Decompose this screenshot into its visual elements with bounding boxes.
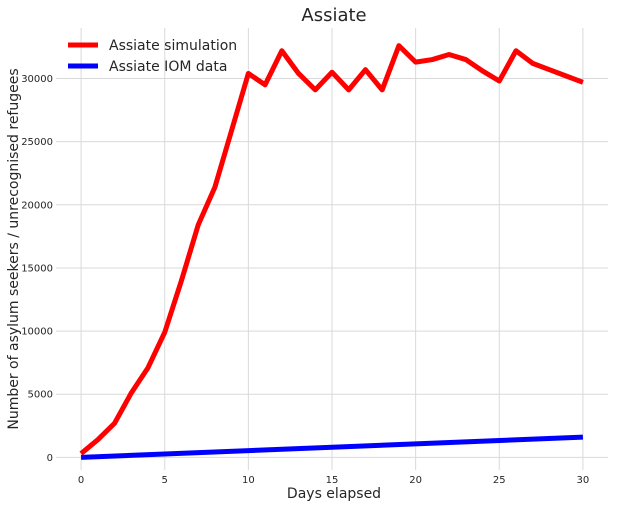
series-line-simulation (79, 43, 584, 456)
y-tick-label: 10000 (21, 327, 53, 338)
grid (56, 28, 608, 470)
legend-label: Assiate IOM data (109, 59, 227, 75)
y-tick-label: 25000 (21, 137, 53, 148)
series-line-iom-data (80, 434, 584, 460)
legend-label: Assiate simulation (109, 38, 237, 54)
x-tick-label: 30 (577, 475, 590, 486)
x-tick-label: 20 (409, 475, 422, 486)
y-tick-label: 0 (47, 453, 53, 464)
y-tick-label: 20000 (21, 200, 53, 211)
y-tick-label: 15000 (21, 263, 53, 274)
y-tick-label: 30000 (21, 74, 53, 85)
x-axis-title: Days elapsed (287, 486, 381, 502)
x-tick-label: 0 (78, 475, 84, 486)
x-tick-label: 10 (242, 475, 255, 486)
chart-title: Assiate (301, 5, 366, 26)
y-axis-title: Number of asylum seekers / unrecognised … (6, 68, 22, 429)
y-tick-label: 5000 (28, 390, 53, 401)
x-tick-labels: 0 5 10 15 20 25 30 (78, 475, 589, 486)
x-tick-label: 25 (493, 475, 506, 486)
legend: Assiate simulation Assiate IOM data (68, 38, 237, 75)
x-tick-label: 5 (162, 475, 168, 486)
y-tick-labels: 0 5000 10000 15000 20000 25000 30000 (21, 74, 53, 464)
x-tick-label: 15 (326, 475, 339, 486)
series-layer (79, 43, 584, 460)
